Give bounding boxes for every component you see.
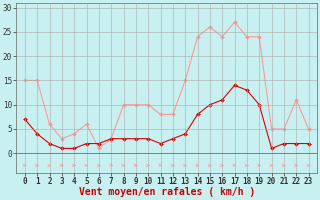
X-axis label: Vent moyen/en rafales ( km/h ): Vent moyen/en rafales ( km/h ) [79,187,255,197]
